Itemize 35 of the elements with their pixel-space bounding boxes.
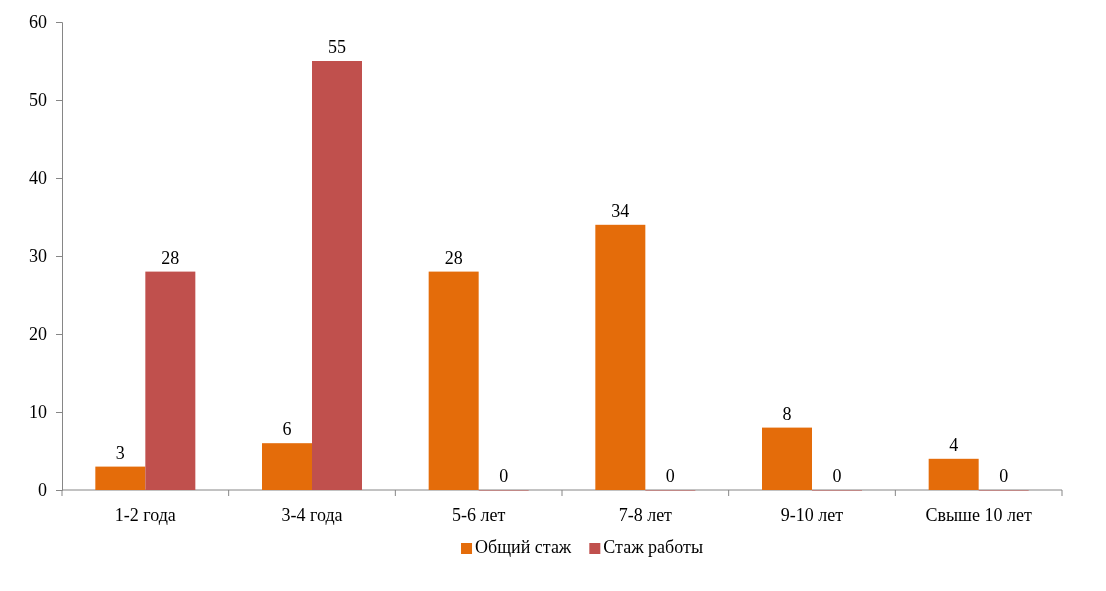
data-label: 55 bbox=[328, 37, 346, 57]
data-label: 6 bbox=[282, 419, 292, 440]
x-tick-label: Свыше 10 лет bbox=[925, 505, 1032, 525]
bar bbox=[312, 61, 362, 490]
bar bbox=[262, 443, 312, 490]
x-tick-label: 9-10 лет bbox=[780, 505, 844, 525]
data-label: 8 bbox=[782, 403, 792, 424]
bar bbox=[428, 271, 479, 490]
bar bbox=[95, 466, 146, 490]
bar bbox=[928, 458, 979, 490]
y-tick-label: 40 bbox=[29, 168, 47, 189]
data-label: 0 bbox=[999, 466, 1009, 486]
x-tick-label: 1-2 года bbox=[114, 505, 176, 525]
y-tick-label: 50 bbox=[29, 90, 47, 111]
y-tick-label: 30 bbox=[29, 246, 47, 267]
y-tick-label: 60 bbox=[29, 12, 47, 33]
data-label: 28 bbox=[444, 247, 463, 268]
data-label: 4 bbox=[949, 434, 959, 455]
y-tick-label: 20 bbox=[29, 324, 47, 345]
y-tick-label: 0 bbox=[38, 480, 47, 501]
x-tick-label: 3-4 года bbox=[281, 505, 343, 525]
data-label: 0 bbox=[665, 466, 675, 486]
data-label: 28 bbox=[161, 247, 180, 268]
data-label: 34 bbox=[611, 200, 630, 221]
data-label: 3 bbox=[115, 442, 125, 463]
x-tick-label: 5-6 лет bbox=[451, 505, 506, 525]
y-tick-label: 10 bbox=[29, 402, 47, 423]
data-label: 0 bbox=[832, 466, 842, 486]
bar bbox=[595, 224, 646, 490]
legend-label: Стаж работы bbox=[603, 537, 703, 557]
bar bbox=[762, 427, 812, 490]
x-tick-label: 7-8 лет bbox=[618, 505, 673, 525]
legend-label: Общий стаж bbox=[475, 537, 572, 557]
bar bbox=[145, 271, 196, 490]
data-label: 0 bbox=[499, 466, 509, 486]
